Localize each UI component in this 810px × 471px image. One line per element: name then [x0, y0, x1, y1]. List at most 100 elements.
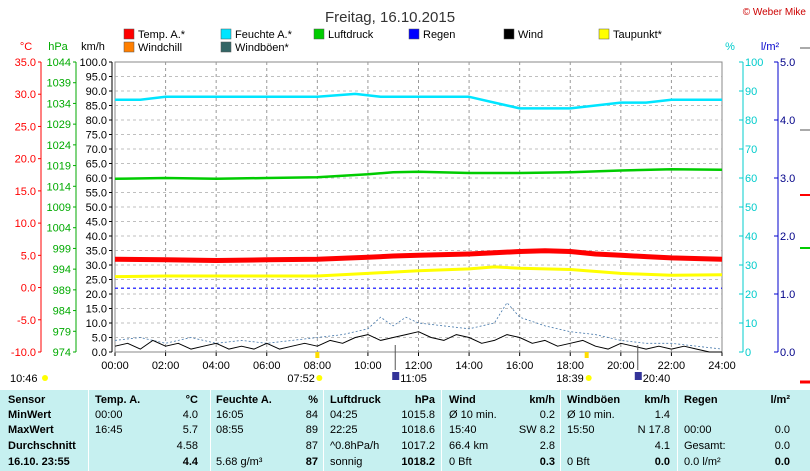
table-cell-value: 2.8	[539, 440, 555, 452]
x-tick-label: 22:00	[658, 360, 686, 372]
moon-event-label: 11:05	[400, 373, 427, 385]
rain-tick-label: 0.0	[780, 347, 795, 359]
wind-axis-unit: km/h	[81, 41, 105, 53]
temp-tick-label: 35.0	[15, 57, 36, 69]
x-tick-label: 18:00	[556, 360, 584, 372]
pressure-tick-label: 1029	[47, 119, 71, 131]
table-cell-value: SW 8.2	[518, 424, 555, 436]
wind-tick-label: 50.0	[86, 202, 107, 214]
table-cell-value: 0.0	[774, 456, 790, 468]
table-cell-note: 0.0 l/m²	[684, 456, 721, 468]
humidity-tick-label: 80	[745, 115, 757, 127]
sunset-label: 18:39	[556, 373, 584, 385]
temp-tick-label: 0.0	[21, 283, 36, 295]
wind-tick-label: 80.0	[86, 115, 107, 127]
legend: Temp. A.* Feuchte A.* Luftdruck Regen Wind Ta…	[123, 28, 663, 54]
table-cell-value: 4.0	[182, 409, 198, 421]
humidity-tick-label: 60	[745, 173, 757, 185]
table-cell-note: 0 Bft	[449, 456, 472, 468]
x-tick-label: 24:00	[708, 360, 736, 372]
legend-label: Windböen*	[235, 42, 290, 54]
temp-tick-label: -5.0	[17, 315, 36, 327]
temp-tick-label: -10.0	[11, 347, 36, 359]
table-cell-value: 1018.6	[401, 424, 435, 436]
table-header-unit: hPa	[414, 394, 435, 406]
pressure-tick-label: 994	[53, 264, 71, 276]
table-cell-value: 0.0	[654, 456, 670, 468]
legend-swatch	[313, 28, 325, 40]
series-line-feuchtea	[115, 92, 722, 110]
axes: 35.0 30.0 25.0 20.0 15.0 10.0 5.0 0.0 -5.0 -10.0 1…	[11, 57, 795, 372]
pressure-tick-label: 1039	[47, 78, 71, 90]
moon-icon	[634, 372, 642, 380]
table-cell-note: 00:00	[684, 424, 712, 436]
table-header-unit: km/h	[529, 394, 555, 406]
table-divider	[88, 390, 89, 471]
table-cell-note: 0 Bft	[567, 456, 590, 468]
wind-tick-label: 45.0	[86, 217, 107, 229]
table-cell-note: 66.4 km	[449, 440, 489, 452]
table-header: Regen	[684, 394, 718, 406]
table-cell-note: Gesamt:	[684, 440, 726, 452]
legend-label: Regen	[423, 29, 455, 41]
pressure-tick-label: 1024	[47, 140, 71, 152]
table-row-label: MinWert	[8, 409, 52, 421]
pressure-tick-label: 1044	[47, 57, 71, 69]
table-divider	[441, 390, 442, 471]
x-tick-label: 00:00	[101, 360, 129, 372]
table-cell-value: 0.3	[539, 456, 555, 468]
wind-tick-label: 5.0	[92, 333, 107, 345]
table-cell-value: 4.1	[654, 440, 670, 452]
sun-icon	[585, 375, 592, 381]
table-cell-note: 00:00	[95, 409, 123, 421]
humidity-tick-label: 30	[745, 260, 757, 272]
table-header: Sensor	[8, 394, 46, 406]
wind-tick-label: 75.0	[86, 130, 107, 142]
table-cell-note: 16:45	[95, 424, 123, 436]
sun-icon	[42, 375, 48, 381]
pressure-tick-label: 989	[53, 285, 71, 297]
humidity-tick-label: 20	[745, 289, 757, 301]
table-row-label: MaxWert	[8, 424, 54, 436]
x-tick-label: 06:00	[253, 360, 281, 372]
humidity-tick-label: 100	[745, 57, 763, 69]
legend-label: Feuchte A.*	[235, 29, 293, 41]
wind-tick-label: 100.0	[79, 57, 107, 69]
legend-swatch	[123, 41, 135, 53]
table-cell-value: 84	[305, 409, 318, 421]
humidity-tick-label: 50	[745, 202, 757, 214]
pressure-tick-label: 1004	[47, 223, 71, 235]
table-header: Feuchte A.	[216, 394, 272, 406]
table-cell-value: 0.2	[539, 409, 555, 421]
legend-label: Windchill	[138, 42, 182, 54]
credit-label: © Weber Mike	[743, 7, 807, 18]
temp-axis-unit: °C	[20, 41, 32, 53]
rain-tick-label: 3.0	[780, 173, 795, 185]
rain-tick-label: 4.0	[780, 115, 795, 127]
legend-label: Taupunkt*	[613, 29, 663, 41]
table-header: Wind	[449, 394, 476, 406]
table-header: Windböen	[567, 394, 621, 406]
wind-tick-label: 40.0	[86, 231, 107, 243]
temp-tick-label: 10.0	[15, 218, 36, 230]
legend-swatch	[220, 41, 232, 53]
table-cell-value: 1018.2	[401, 456, 435, 468]
x-tick-label: 20:00	[607, 360, 635, 372]
sunrise-label: 07:52	[287, 373, 315, 385]
wind-tick-label: 60.0	[86, 173, 107, 185]
table-divider	[210, 390, 211, 471]
legend-swatch	[408, 28, 420, 40]
pressure-tick-label: 979	[53, 326, 71, 338]
pressure-tick-label: 999	[53, 243, 71, 255]
chart-title: Freitag, 16.10.2015	[325, 9, 455, 26]
table-row-label: 16.10. 23:55	[8, 456, 70, 468]
pressure-tick-label: 1009	[47, 202, 71, 214]
temp-tick-label: 20.0	[15, 154, 36, 166]
pressure-tick-label: 1019	[47, 161, 71, 173]
x-tick-label: 02:00	[152, 360, 180, 372]
series-line-windben	[114, 302, 723, 350]
sun-icon	[316, 375, 323, 381]
rain-axis-unit: l/m²	[761, 41, 780, 53]
table-cell-value: 89	[305, 424, 318, 436]
legend-swatch	[123, 28, 135, 40]
